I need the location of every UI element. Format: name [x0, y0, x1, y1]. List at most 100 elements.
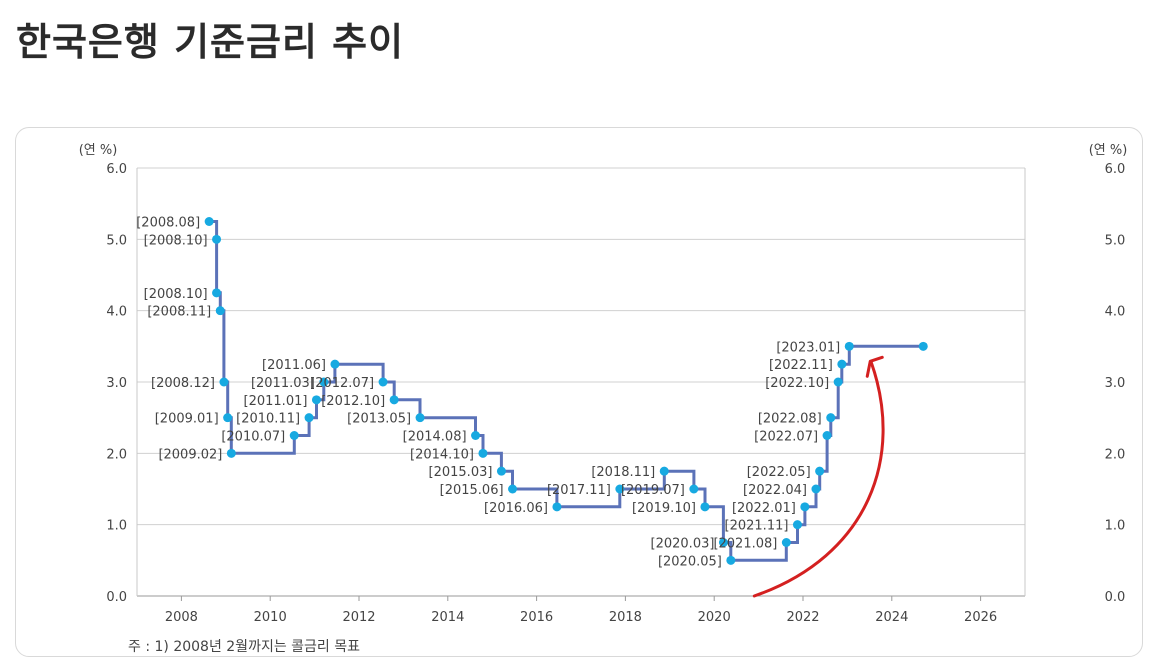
data-point-7 — [289, 431, 299, 440]
y-tick-right-1.0: 1.0 — [1105, 519, 1126, 534]
page-title: 한국은행 기준금리 추이 — [16, 20, 405, 64]
y-tick-right-6.0: 6.0 — [1105, 162, 1126, 177]
tick-labels: 0.0 0.0 1.0 1.0 2.0 2.0 3.0 3.0 4.0 4.0 5.0 5.0 6.0 6… — [106, 162, 1125, 625]
data-label-13: [2012.10] — [321, 394, 385, 409]
data-label-10: [2011.03] — [251, 376, 315, 391]
data-label-35: [2023.01] — [776, 340, 840, 355]
data-label-20: [2017.11] — [547, 483, 611, 498]
data-label-23: [2019.10] — [632, 501, 696, 516]
data-point-9 — [311, 395, 321, 405]
data-label-6: [2009.02] — [158, 447, 222, 462]
data-label-5: [2009.01] — [155, 412, 219, 427]
data-point-5 — [223, 413, 233, 423]
data-label-3: [2008.11] — [147, 305, 211, 320]
footnote: 주 : 1) 2008년 2월까지는 콜금리 목표 — [128, 639, 361, 655]
data-label-0: [2008.08] — [136, 216, 200, 231]
data-label-17: [2015.03] — [429, 465, 493, 480]
data-point-15 — [471, 431, 481, 440]
data-label-18: [2015.06] — [440, 483, 504, 498]
x-tick-2008: 2008 — [165, 610, 198, 625]
data-label-21: [2018.11] — [591, 465, 655, 480]
x-tick-2020: 2020 — [698, 610, 731, 625]
data-label-4: [2008.12] — [151, 376, 215, 391]
data-label-28: [2022.01] — [732, 501, 796, 516]
data-point-6 — [226, 448, 236, 458]
data-label-1: [2008.10] — [144, 233, 208, 248]
y-tick-left-3.0: 3.0 — [106, 376, 127, 391]
data-point-26 — [781, 538, 791, 547]
data-markers — [204, 217, 928, 565]
data-label-26: [2021.08] — [713, 537, 777, 552]
y-tick-right-4.0: 4.0 — [1105, 305, 1126, 320]
data-point-17 — [496, 466, 506, 476]
data-label-15: [2014.08] — [403, 430, 467, 445]
data-point-21 — [659, 466, 669, 476]
y-tick-left-0.0: 0.0 — [106, 590, 127, 605]
data-point-12 — [378, 377, 388, 387]
y-tick-left-1.0: 1.0 — [106, 519, 127, 534]
data-point-25 — [726, 555, 736, 565]
x-tick-2014: 2014 — [431, 610, 464, 625]
data-point-28 — [800, 502, 810, 512]
data-point-3 — [215, 306, 225, 316]
data-label-12: [2012.07] — [310, 376, 374, 391]
annotation-arrow — [752, 360, 885, 598]
data-label-9: [2011.01] — [244, 394, 308, 409]
data-point-10 — [319, 377, 329, 387]
data-label-14: [2013.05] — [347, 412, 411, 427]
data-point-8 — [304, 413, 314, 423]
data-point-29 — [811, 484, 821, 494]
data-point-34 — [837, 359, 847, 369]
data-point-32 — [826, 413, 836, 423]
data-point-23 — [700, 502, 710, 512]
y-tick-right-0.0: 0.0 — [1105, 590, 1126, 605]
x-tick-2018: 2018 — [609, 610, 642, 625]
x-tick-2022: 2022 — [786, 610, 819, 625]
data-point-11 — [330, 359, 340, 369]
data-label-19: [2016.06] — [484, 501, 548, 516]
data-point-18 — [508, 484, 518, 494]
y-tick-left-5.0: 5.0 — [106, 233, 127, 248]
data-label-31: [2022.07] — [754, 430, 818, 445]
data-point-0 — [204, 217, 214, 226]
data-label-22: [2019.07] — [621, 483, 685, 498]
data-label-8: [2010.11] — [236, 412, 300, 427]
data-point-27 — [792, 520, 802, 530]
chart-card — [15, 127, 1143, 657]
data-point-20 — [615, 484, 625, 494]
data-point-30 — [815, 466, 825, 476]
data-point-2 — [212, 288, 222, 298]
data-label-24: [2020.03] — [651, 537, 715, 552]
data-label-2: [2008.10] — [144, 287, 208, 302]
data-label-29: [2022.04] — [743, 483, 807, 498]
data-point-19 — [552, 502, 562, 512]
data-point-22 — [689, 484, 699, 494]
x-tick-2016: 2016 — [520, 610, 553, 625]
data-point-31 — [822, 431, 832, 440]
data-point-14 — [415, 413, 425, 423]
data-point-33 — [833, 377, 843, 387]
data-label-27: [2021.11] — [725, 519, 789, 534]
x-tick-2026: 2026 — [964, 610, 997, 625]
data-labels: [2008.08] [2008.10] [2008.10] [2008.11] [200… — [136, 216, 840, 570]
data-point-24 — [718, 538, 728, 547]
axes — [136, 168, 1026, 601]
y-tick-right-2.0: 2.0 — [1105, 447, 1126, 462]
data-point-1 — [212, 234, 222, 244]
y-tick-left-2.0: 2.0 — [106, 447, 127, 462]
data-point-end — [918, 341, 928, 351]
data-point-16 — [478, 448, 488, 458]
data-point-13 — [389, 395, 399, 405]
x-tick-2012: 2012 — [342, 610, 375, 625]
y-axis-label-right: (연 %) — [1089, 143, 1128, 158]
y-tick-right-3.0: 3.0 — [1105, 376, 1126, 391]
y-tick-left-6.0: 6.0 — [106, 162, 127, 177]
data-label-25: [2020.05] — [658, 554, 722, 569]
data-label-30: [2022.05] — [747, 465, 811, 480]
y-tick-left-4.0: 4.0 — [106, 305, 127, 320]
data-label-7: [2010.07] — [221, 430, 285, 445]
data-label-32: [2022.08] — [758, 412, 822, 427]
annotation-arrowhead — [865, 355, 884, 378]
data-point-4 — [219, 377, 229, 387]
